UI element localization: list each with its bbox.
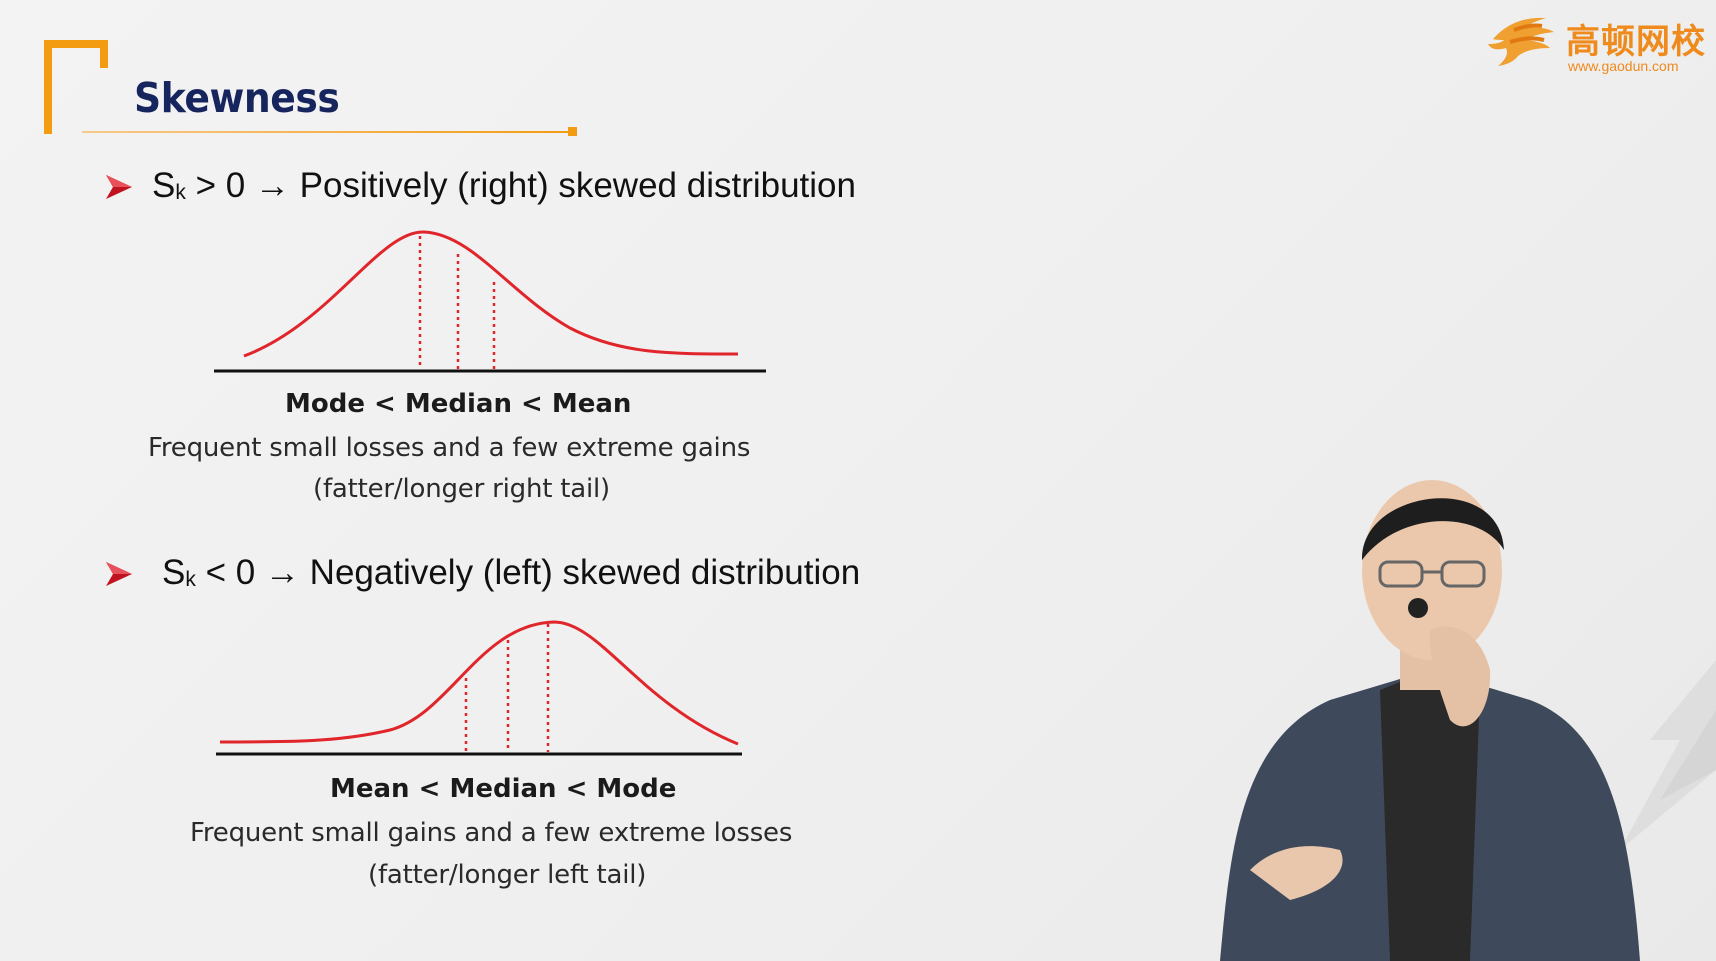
title-bracket-left xyxy=(44,40,52,134)
logo-url: www.gaodun.com xyxy=(1568,58,1679,74)
bullet-arrow-icon xyxy=(106,562,132,586)
negative-skew-curve-diagram xyxy=(216,620,742,756)
positive-skew-heading: Sk > 0 → Positively (right) skewed distr… xyxy=(152,166,856,205)
positive-curve xyxy=(243,230,739,358)
bullet-arrow-icon xyxy=(106,175,132,199)
title-underline xyxy=(82,131,575,133)
title-bracket-tick xyxy=(100,40,108,68)
slide-title: Skewness xyxy=(134,74,340,122)
logo-name: 高顿网校 xyxy=(1566,22,1706,62)
negative-description: Frequent small gains and a few extreme l… xyxy=(190,818,793,848)
negative-skew-heading: Sk < 0 → Negatively (left) skewed distri… xyxy=(162,553,861,592)
negative-tail: (fatter/longer left tail) xyxy=(368,860,647,890)
positive-tail: (fatter/longer right tail) xyxy=(313,474,610,504)
title-underline-dot xyxy=(568,127,577,136)
gaodun-swirl-logo-icon xyxy=(1488,17,1554,66)
negative-order-label: Mean < Median < Mode xyxy=(330,774,677,804)
gaodun-logo: 高顿网校 www.gaodun.com xyxy=(1484,6,1710,76)
title-bracket-top xyxy=(44,40,108,48)
positive-skew-curve-diagram xyxy=(214,230,766,373)
presenter-video xyxy=(1220,480,1716,961)
positive-order-label: Mode < Median < Mean xyxy=(285,389,632,419)
positive-description: Frequent small losses and a few extreme … xyxy=(148,433,751,463)
negative-curve xyxy=(219,620,739,746)
